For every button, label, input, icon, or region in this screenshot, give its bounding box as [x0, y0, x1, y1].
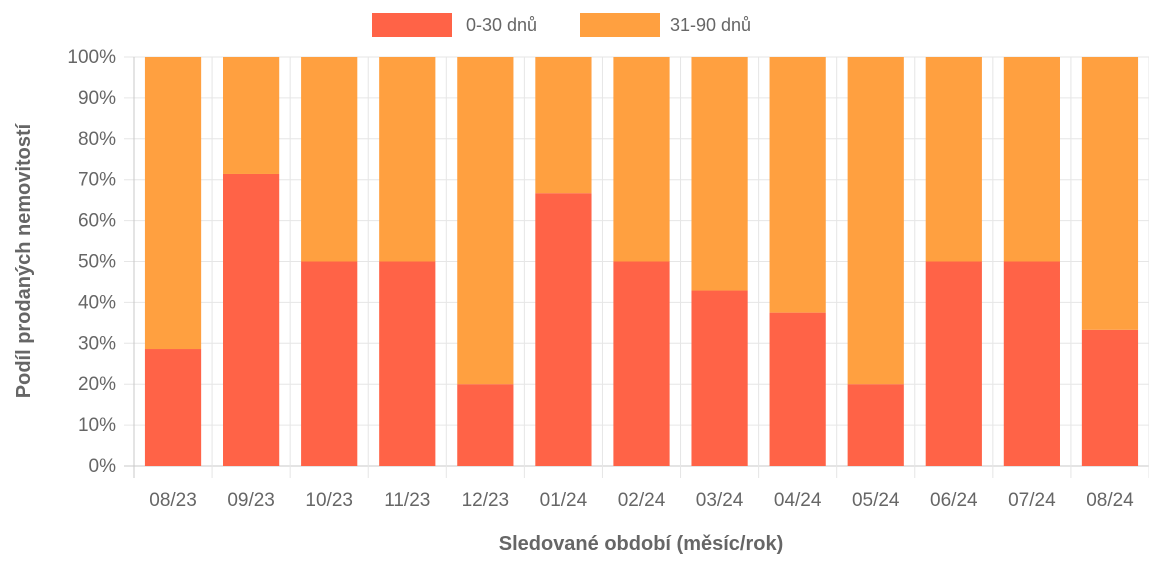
- bar-short-7[interactable]: [691, 290, 748, 466]
- x-tick-label: 10/23: [305, 490, 353, 511]
- y-axis-title: Podíl prodaných nemovitostí: [13, 122, 35, 398]
- bar-long-7[interactable]: [691, 57, 748, 291]
- x-axis: 08/23 09/23 10/23 11/23 12/23 01/24 02/24 03/24…: [149, 490, 1134, 511]
- x-tick-label: 06/24: [930, 490, 978, 511]
- y-tick-label: 100%: [67, 47, 116, 68]
- x-tick-label: 01/24: [540, 490, 588, 511]
- bar-short-4[interactable]: [457, 384, 514, 466]
- x-tick-label: 07/24: [1008, 490, 1056, 511]
- bar-short-0[interactable]: [144, 349, 202, 466]
- bar-short-5[interactable]: [535, 193, 592, 466]
- bar-short-2[interactable]: [301, 261, 358, 467]
- y-tick-label: 90%: [78, 88, 116, 109]
- bar-long-11[interactable]: [1003, 57, 1060, 262]
- legend-swatch[interactable]: [372, 13, 452, 37]
- bar-long-9[interactable]: [847, 57, 904, 385]
- bar-short-8[interactable]: [769, 312, 826, 466]
- y-tick-label: 30%: [78, 333, 116, 354]
- bar-short-10[interactable]: [925, 261, 982, 467]
- bar-long-8[interactable]: [769, 57, 826, 313]
- bar-short-1[interactable]: [223, 173, 280, 466]
- bar-short-9[interactable]: [847, 384, 904, 466]
- x-tick-label: 09/23: [227, 490, 275, 511]
- y-tick-label: 60%: [78, 211, 116, 232]
- x-tick-label: 11/23: [384, 490, 430, 511]
- bar-long-12[interactable]: [1081, 57, 1139, 330]
- y-tick-label: 40%: [78, 292, 116, 313]
- y-tick-label: 50%: [78, 252, 116, 273]
- x-axis-title: Sledované období (měsíc/rok): [499, 533, 784, 555]
- x-tick-label: 08/23: [149, 490, 197, 511]
- x-tick-label: 12/23: [462, 490, 510, 511]
- x-tick-label: 05/24: [852, 490, 900, 511]
- y-tick-label: 80%: [78, 129, 116, 150]
- y-axis: 0% 10% 20% 30% 40% 50% 60% 70% 80% 90% 100%: [67, 47, 116, 477]
- bar-long-3[interactable]: [379, 57, 436, 262]
- bar-short-11[interactable]: [1003, 261, 1060, 467]
- legend-swatch[interactable]: [580, 13, 660, 37]
- bar-long-4[interactable]: [457, 57, 514, 385]
- bar-short-3[interactable]: [379, 261, 436, 467]
- y-tick-label: 70%: [78, 170, 116, 191]
- x-tick-label: 02/24: [618, 490, 666, 511]
- bars: [144, 57, 1139, 467]
- y-tick-label: 0%: [89, 456, 117, 477]
- y-tick-label: 20%: [78, 374, 116, 395]
- legend-label[interactable]: 0-30 dnů: [466, 15, 537, 35]
- x-tick-label: 08/24: [1086, 490, 1134, 511]
- legend[interactable]: 0-30 dnů 31-90 dnů: [372, 13, 751, 37]
- bar-short-12[interactable]: [1081, 329, 1139, 466]
- x-tick-label: 04/24: [774, 490, 822, 511]
- bar-long-1[interactable]: [223, 57, 280, 174]
- bar-long-6[interactable]: [613, 57, 670, 262]
- bar-long-0[interactable]: [144, 57, 202, 350]
- bar-short-6[interactable]: [613, 261, 670, 467]
- x-tick-label: 03/24: [696, 490, 744, 511]
- bar-long-10[interactable]: [925, 57, 982, 262]
- y-tick-label: 10%: [78, 415, 116, 436]
- bar-long-2[interactable]: [301, 57, 358, 262]
- bar-long-5[interactable]: [535, 57, 592, 194]
- legend-label[interactable]: 31-90 dnů: [670, 15, 751, 35]
